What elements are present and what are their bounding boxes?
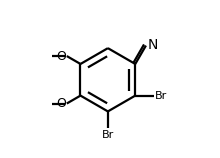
Text: O: O	[56, 50, 66, 63]
Text: Br: Br	[155, 91, 167, 101]
Text: N: N	[147, 38, 158, 52]
Text: O: O	[56, 97, 66, 110]
Text: Br: Br	[102, 130, 114, 140]
